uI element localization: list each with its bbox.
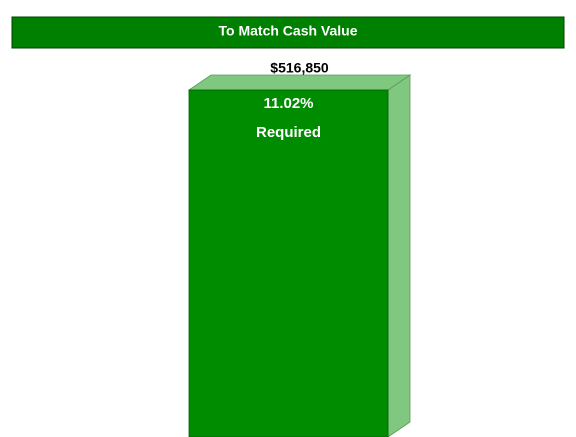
bar: [188, 89, 389, 437]
value-label: $516,850: [270, 60, 329, 76]
title-bar: [11, 16, 565, 49]
chart-title: To Match Cash Value: [219, 23, 358, 39]
bar-top: [187, 74, 412, 91]
annotation: 11.02%: [263, 95, 313, 112]
annotation: Required: [256, 124, 321, 141]
bar-side: [387, 74, 411, 437]
